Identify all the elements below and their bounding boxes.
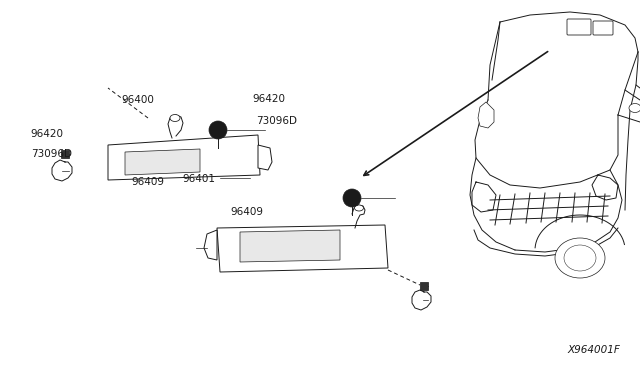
Ellipse shape: [564, 245, 596, 271]
FancyBboxPatch shape: [567, 19, 591, 35]
FancyBboxPatch shape: [593, 21, 613, 35]
Text: 96409: 96409: [131, 177, 164, 187]
Ellipse shape: [629, 103, 640, 112]
Polygon shape: [478, 102, 494, 128]
Bar: [61, 150, 69, 158]
Text: 96409: 96409: [230, 207, 264, 217]
Polygon shape: [217, 225, 388, 272]
Circle shape: [343, 189, 361, 207]
Bar: [420, 282, 428, 290]
Text: 96420: 96420: [31, 129, 64, 139]
Text: 96400: 96400: [122, 96, 154, 105]
Polygon shape: [204, 230, 217, 260]
Polygon shape: [125, 149, 200, 175]
Polygon shape: [240, 230, 340, 262]
Polygon shape: [258, 145, 272, 170]
Text: 96401: 96401: [182, 174, 216, 183]
Text: 96420: 96420: [253, 94, 286, 103]
Ellipse shape: [555, 238, 605, 278]
Circle shape: [209, 121, 227, 139]
Polygon shape: [108, 135, 260, 180]
Ellipse shape: [170, 115, 180, 122]
Text: 73096D: 73096D: [256, 116, 297, 126]
Text: 73096D: 73096D: [31, 150, 72, 159]
Ellipse shape: [355, 205, 364, 211]
Text: X964001F: X964001F: [568, 345, 621, 355]
